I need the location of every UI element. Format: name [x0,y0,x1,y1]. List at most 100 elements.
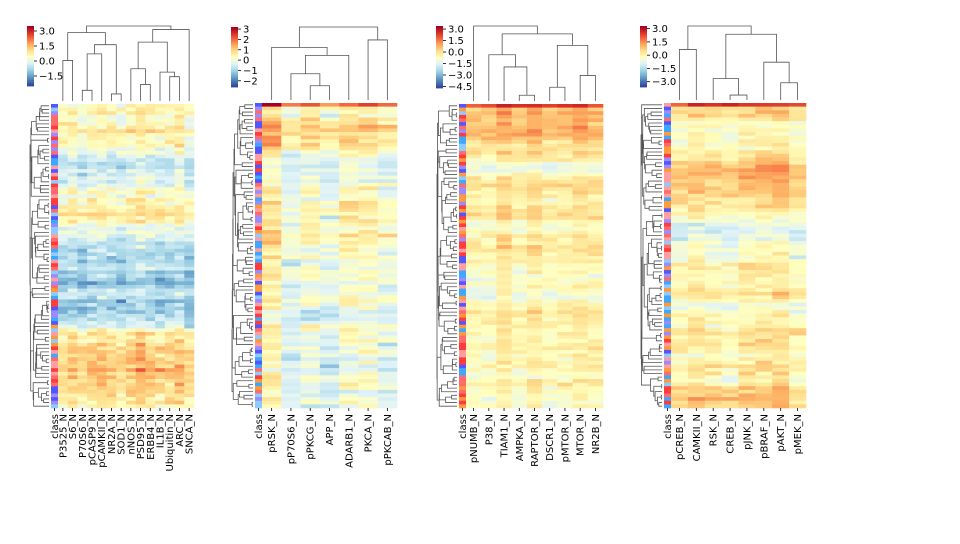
heatmap-cell [97,263,107,267]
heatmap-cell [688,364,705,368]
heatmap-cell [755,143,772,147]
heatmap-cell [671,241,688,245]
colorbar-tick-label: 0.0 [39,57,55,68]
heatmap-cell [145,115,155,119]
heatmap-cell [527,173,543,177]
heatmap-cell [466,350,482,354]
heatmap-cell [671,201,688,205]
heatmap-cell [107,227,117,231]
heatmap-cell [755,150,772,154]
heatmap-cell [705,317,722,321]
heatmap-cell [107,122,117,126]
class-cell [255,139,262,143]
class-cell [51,238,58,242]
heatmap-cell [789,223,806,227]
heatmap-cell [688,259,705,263]
heatmap-cell [184,231,194,235]
heatmap-cell [542,140,558,144]
heatmap-cell [107,296,117,300]
heatmap-cell [722,252,739,256]
heatmap-cell [671,292,688,296]
heatmap-cell [145,292,155,296]
class-cell [51,184,58,188]
heatmap-cell [722,288,739,292]
heatmap-cell [339,132,359,136]
heatmap-cell [281,295,301,299]
heatmap-cell [481,292,497,296]
row-dendrogram-link [661,246,662,250]
heatmap-cell [155,267,165,271]
heatmap-cell [789,321,806,325]
heatmap-cell [301,314,321,318]
heatmap-cell [184,386,194,390]
heatmap-cell [573,357,589,361]
heatmap-cell [739,266,756,270]
heatmap-cell [87,281,97,285]
heatmap-cell [320,335,340,339]
heatmap-cell [755,190,772,194]
heatmap-cell [588,252,604,256]
heatmap-cell [68,234,78,238]
heatmap-cell [671,328,688,332]
heatmap-cell [722,270,739,274]
class-cell [255,230,262,234]
heatmap-cell [772,103,789,107]
heatmap-cell [573,220,589,224]
heatmap-cell [705,161,722,165]
heatmap-cell [378,314,398,318]
heatmap-cell [339,223,359,227]
heatmap-cell [671,397,688,401]
column-dendrogram-link [299,27,377,47]
class-cell [255,256,262,260]
heatmap-cell [116,155,126,159]
heatmap-cell [136,155,146,159]
class-cell [664,339,671,343]
heatmap-cell [671,208,688,212]
heatmap-cell [68,187,78,191]
heatmap-cell [688,143,705,147]
heatmap-cell [527,242,543,246]
class-cell [459,394,466,398]
heatmap-cell [588,379,604,383]
class-cell [51,328,58,332]
heatmap-cell [722,139,739,143]
heatmap-cell [165,346,175,350]
row-dendrogram-link [41,189,49,193]
heatmap-cell [281,375,301,379]
heatmap-cell [705,128,722,132]
heatmap-cell [378,274,398,278]
heatmap-cell [107,354,117,358]
heatmap-cell [107,205,117,209]
heatmap-cell [542,278,558,282]
heatmap-cell [358,114,378,118]
heatmap-cell [755,139,772,143]
heatmap-cell [58,328,68,332]
heatmap-cell [136,357,146,361]
heatmap-cell [136,133,146,137]
heatmap-cell [358,107,378,111]
heatmap-cell [466,166,482,170]
class-cell [255,292,262,296]
heatmap-cell [184,104,194,108]
heatmap-cell [87,198,97,202]
heatmap-cell [262,299,282,303]
heatmap-cell [722,317,739,321]
heatmap-cell [789,121,806,125]
class-cell [664,143,671,147]
heatmap-cell [77,318,87,322]
heatmap-cell [671,121,688,125]
heatmap-cell [320,252,340,256]
heatmap-cell [466,126,482,130]
heatmap-cell [339,372,359,376]
row-dendrogram-link [651,130,662,134]
row-dendrogram-link [656,163,662,167]
heatmap-cell [671,187,688,191]
class-cell [255,277,262,281]
class-cell [51,357,58,361]
heatmap-cell [301,277,321,281]
row-dendrogram-link [444,272,457,277]
heatmap-cell [527,176,543,180]
heatmap-cell [755,226,772,230]
heatmap-cell [722,205,739,209]
